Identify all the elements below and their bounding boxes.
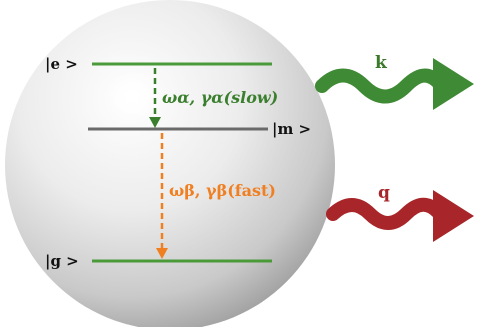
ground-level-label: |g > [45, 252, 79, 270]
beta-transition-label: ωβ, γβ(fast) [169, 181, 276, 200]
excited-level-label: |e > [45, 55, 78, 73]
intermediate-level-label: |m > [272, 120, 311, 138]
alpha-transition-label: ωα, γα(slow) [162, 88, 278, 107]
sphere-highlight [105, 69, 165, 121]
sphere [5, 0, 335, 327]
photon-k-wave [315, 68, 445, 104]
photon-q-arrowhead [433, 190, 474, 242]
photon-k-label: k [375, 53, 388, 73]
alpha-arrowhead [149, 117, 161, 128]
photon-k-arrowhead [433, 58, 474, 110]
photon-q-wave [326, 197, 445, 230]
photon-q: q [326, 183, 474, 242]
photon-q-label: q [378, 183, 390, 203]
photon-k: k [315, 53, 474, 110]
beta-arrowhead [156, 248, 168, 259]
